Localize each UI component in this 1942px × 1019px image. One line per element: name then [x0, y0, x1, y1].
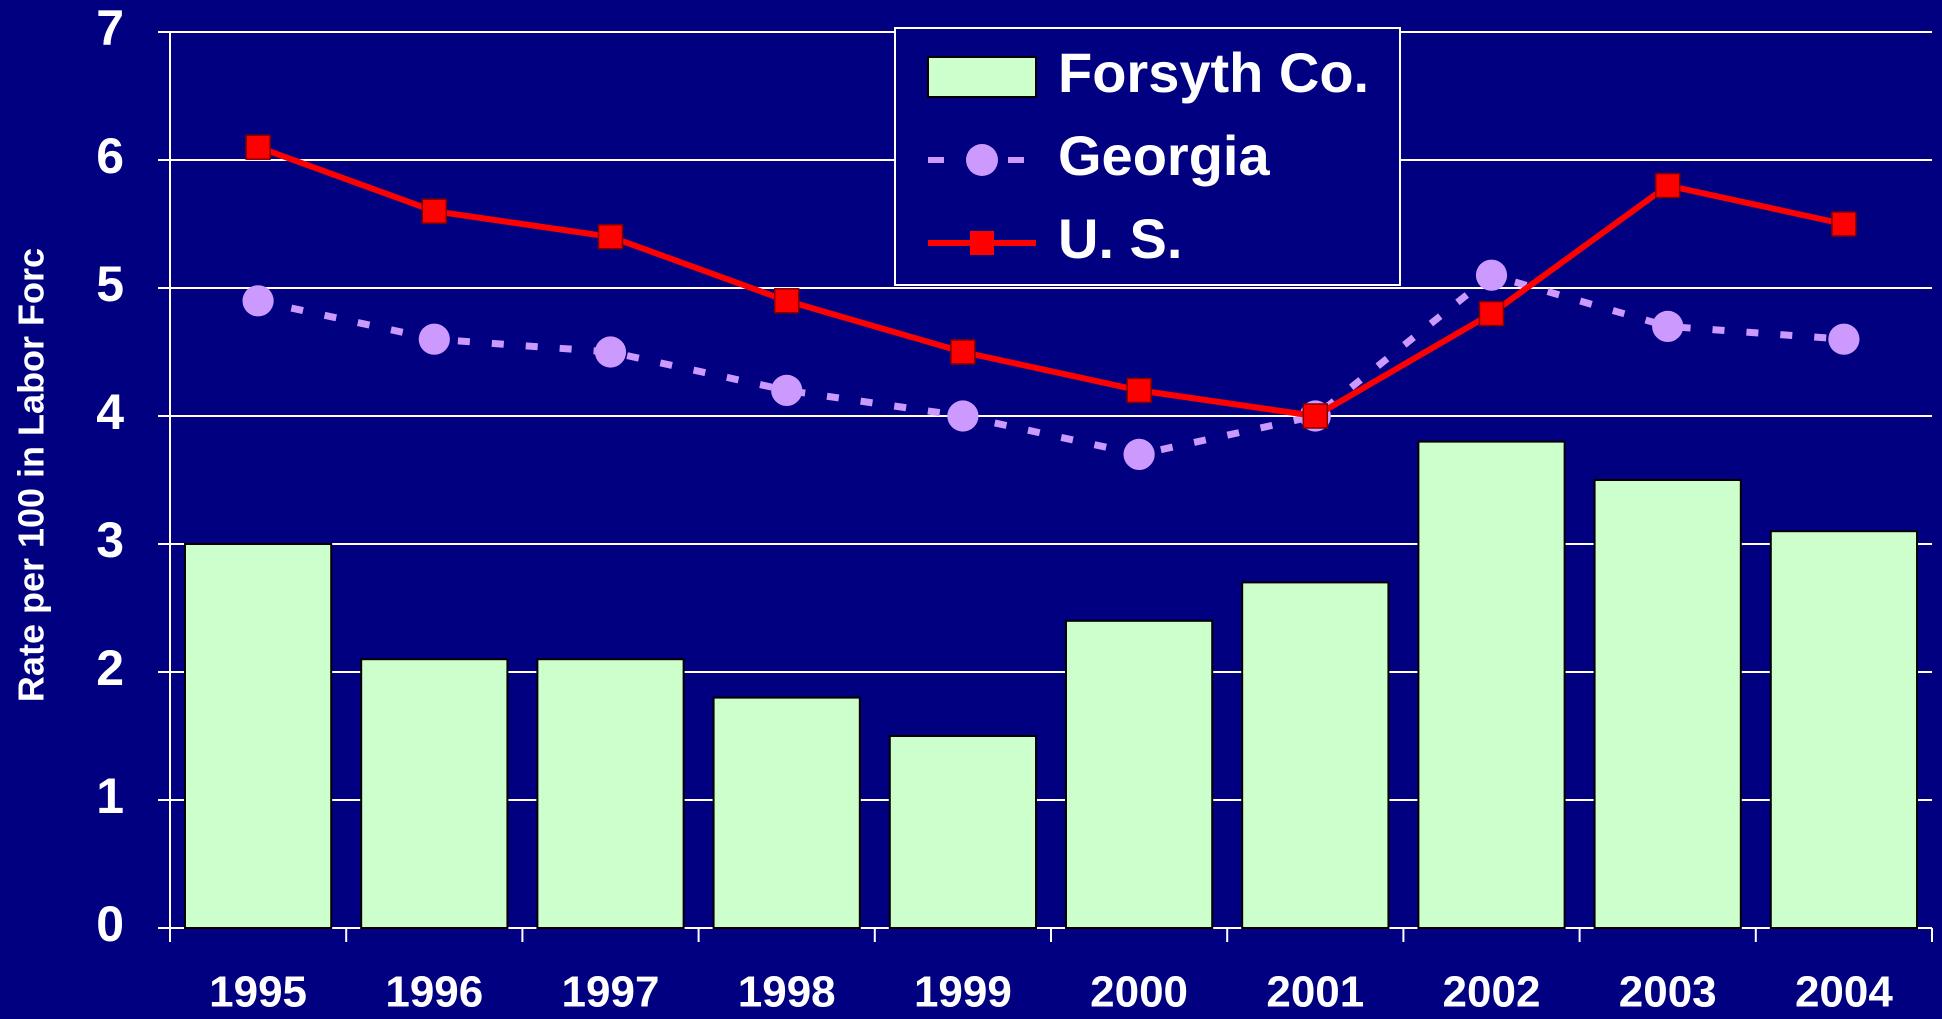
marker [594, 336, 627, 368]
marker [418, 323, 450, 355]
y-tick-label: 4 [96, 384, 124, 440]
bar [1593, 479, 1742, 929]
y-tick-label: 1 [96, 768, 124, 824]
marker [771, 374, 803, 406]
x-tick-label: 2002 [1443, 968, 1541, 1017]
y-tick-label: 5 [96, 256, 124, 312]
y-tick-label: 6 [96, 128, 124, 184]
line [257, 144, 1845, 420]
marker [1652, 310, 1684, 342]
x-tick-label: 1998 [738, 968, 836, 1017]
marker [1828, 323, 1860, 355]
marker [245, 134, 271, 160]
marker [597, 224, 624, 250]
legend-label: Georgia [1058, 124, 1270, 187]
y-tick-label: 2 [96, 640, 124, 696]
legend-swatch [927, 56, 1037, 98]
marker [947, 400, 979, 432]
legend-marker [966, 144, 998, 176]
y-tick-label: 3 [96, 512, 124, 568]
x-tick-label: 2001 [1266, 968, 1364, 1017]
marker [950, 339, 976, 365]
bar [888, 735, 1038, 929]
x-tick-label: 1996 [385, 968, 483, 1017]
y-axis-label: Rate per 100 in Labor Forc [11, 248, 52, 702]
legend-label: Forsyth Co. [1058, 41, 1369, 104]
bar [712, 696, 861, 929]
bar [1064, 619, 1214, 929]
y-tick-label: 7 [96, 0, 124, 56]
marker [1831, 211, 1857, 237]
x-tick-label: 2003 [1619, 968, 1717, 1017]
x-tick-label: 1999 [914, 968, 1012, 1017]
marker [242, 285, 274, 317]
marker [421, 198, 448, 224]
bar [1241, 581, 1390, 930]
bar [1769, 530, 1919, 929]
bar [360, 658, 509, 929]
x-tick-label: 1995 [209, 968, 307, 1017]
y-tick-label: 0 [96, 896, 124, 952]
marker [1123, 438, 1155, 470]
legend-label: U. S. [1058, 207, 1182, 270]
marker [1654, 172, 1681, 199]
marker [1302, 403, 1329, 429]
bar [1417, 440, 1566, 929]
marker [1475, 259, 1508, 291]
marker [773, 288, 800, 314]
x-tick-label: 2004 [1795, 968, 1893, 1017]
bar [536, 658, 685, 929]
bar [183, 543, 333, 929]
legend-marker [970, 231, 994, 255]
marker [1478, 300, 1505, 327]
x-tick-label: 2000 [1090, 968, 1188, 1017]
marker [1126, 377, 1152, 404]
x-tick-label: 1997 [562, 968, 660, 1017]
